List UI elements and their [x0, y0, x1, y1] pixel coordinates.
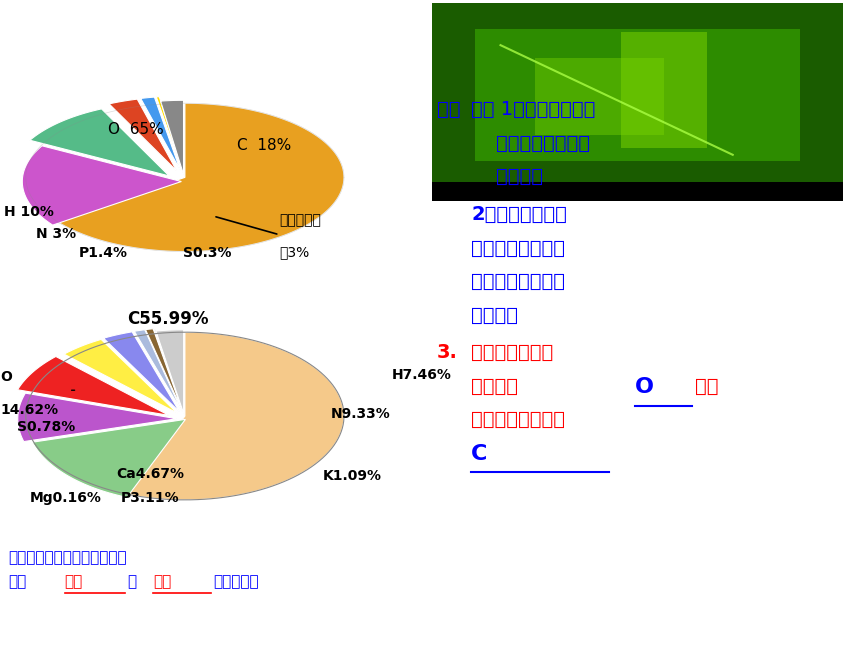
- Text: 干重: 干重: [153, 574, 171, 590]
- Bar: [432, 3, 843, 187]
- Text: 学元素的含量百分: 学元素的含量百分: [471, 239, 565, 257]
- Polygon shape: [126, 332, 344, 500]
- Polygon shape: [145, 329, 182, 411]
- Bar: [432, 182, 843, 201]
- Polygon shape: [30, 109, 169, 176]
- Text: 问题 1．组成细胞的元: 问题 1．组成细胞的元: [471, 100, 596, 119]
- Text: O: O: [635, 377, 654, 397]
- Polygon shape: [56, 103, 344, 252]
- Text: C  18%: C 18%: [237, 137, 291, 153]
- Text: 中所示？: 中所示？: [471, 167, 544, 186]
- Polygon shape: [103, 332, 180, 412]
- Text: 的百分比）: 的百分比）: [213, 574, 259, 590]
- Text: Ca4.67%: Ca4.67%: [116, 467, 185, 481]
- Text: 14.62%: 14.62%: [0, 403, 58, 417]
- Polygon shape: [156, 330, 184, 413]
- Text: 组成人体细胞的主要元素（占: 组成人体细胞的主要元素（占: [9, 550, 127, 565]
- Text: H7.46%: H7.46%: [391, 368, 452, 382]
- Text: 2．组成细胞的化: 2．组成细胞的化: [471, 205, 567, 224]
- Text: 细胞干重最多的是: 细胞干重最多的是: [471, 410, 565, 429]
- Polygon shape: [141, 97, 181, 170]
- Text: O  65%: O 65%: [108, 121, 163, 137]
- Bar: [475, 29, 800, 161]
- Polygon shape: [161, 101, 183, 175]
- Polygon shape: [134, 330, 181, 412]
- Text: 细胞: 细胞: [9, 574, 27, 590]
- Polygon shape: [33, 419, 186, 497]
- Text: S0.78%: S0.78%: [17, 420, 76, 434]
- Text: 鲜重: 鲜重: [64, 574, 83, 590]
- Polygon shape: [64, 339, 177, 413]
- Text: P3.11%: P3.11%: [121, 491, 180, 505]
- Text: K1.09%: K1.09%: [322, 469, 382, 483]
- Text: 占细胞鲜重最多: 占细胞鲜重最多: [471, 343, 554, 362]
- Text: 素种类是否仅为图: 素种类是否仅为图: [471, 134, 590, 152]
- Text: P1.4%: P1.4%: [79, 246, 128, 261]
- Bar: [535, 58, 664, 135]
- Polygon shape: [157, 97, 182, 170]
- Text: 何规律？: 何规律？: [471, 306, 519, 324]
- Bar: [621, 32, 707, 148]
- Text: O: O: [0, 370, 12, 384]
- Text: H 10%: H 10%: [4, 204, 54, 219]
- Text: 问题: 问题: [437, 100, 460, 119]
- Polygon shape: [154, 328, 183, 411]
- Text: S0.3%: S0.3%: [183, 246, 231, 260]
- Text: 其它元素少: 其它元素少: [280, 213, 322, 227]
- Text: ，占: ，占: [695, 377, 718, 395]
- Text: N 3%: N 3%: [36, 227, 77, 241]
- Text: N9.33%: N9.33%: [331, 407, 390, 421]
- Polygon shape: [18, 393, 177, 442]
- Text: 3.: 3.: [437, 343, 458, 362]
- Text: C: C: [471, 444, 488, 464]
- Text: 于3%: 于3%: [280, 245, 310, 259]
- Polygon shape: [17, 357, 169, 415]
- Polygon shape: [109, 99, 177, 171]
- Polygon shape: [22, 146, 181, 225]
- Text: C55.99%: C55.99%: [127, 310, 208, 328]
- Text: 的元素是: 的元素是: [471, 377, 519, 395]
- Text: Mg0.16%: Mg0.16%: [30, 491, 102, 505]
- Text: 和: 和: [127, 574, 137, 590]
- Text: 比是否都相同？有: 比是否都相同？有: [471, 272, 565, 291]
